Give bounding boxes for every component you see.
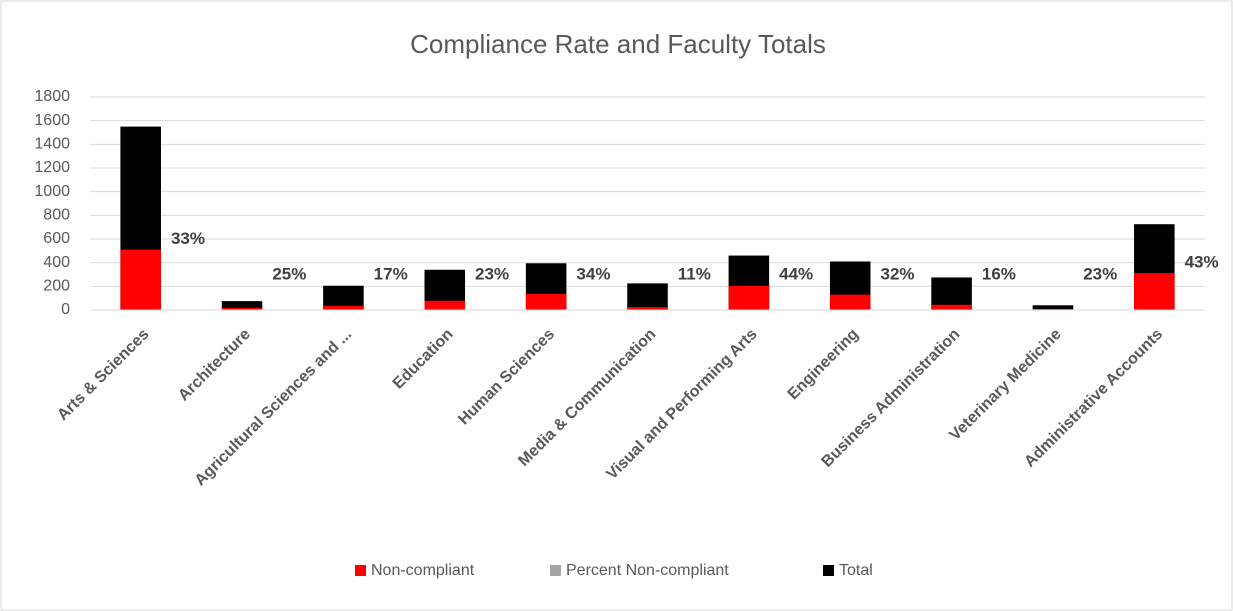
bar [627, 283, 668, 310]
y-tick-label: 400 [43, 254, 70, 271]
legend-swatch [550, 565, 561, 576]
data-label: 11% [678, 264, 711, 283]
data-label: 32% [881, 264, 915, 283]
y-tick-label: 1200 [34, 159, 70, 176]
y-tick-label: 1600 [34, 112, 70, 129]
data-label: 23% [475, 264, 509, 283]
y-tick-label: 600 [43, 230, 70, 247]
bar [323, 305, 364, 310]
data-label: 43% [1185, 253, 1219, 272]
data-label: 16% [982, 264, 1016, 283]
bar [525, 294, 567, 310]
data-label: 33% [171, 229, 205, 248]
legend-label: Percent Non-compliant [566, 562, 729, 579]
y-tick-label: 1800 [34, 88, 70, 105]
y-tick-label: 200 [43, 278, 70, 295]
y-tick-label: 0 [61, 301, 70, 318]
data-label: 17% [374, 264, 408, 283]
bar [728, 285, 770, 310]
y-tick-label: 1000 [34, 183, 70, 200]
data-label: 34% [576, 264, 610, 283]
legend-label: Non-compliant [371, 562, 475, 579]
data-label: 25% [272, 264, 306, 283]
bar [931, 277, 972, 310]
bar [829, 294, 871, 310]
y-tick-label: 1400 [34, 136, 70, 153]
y-tick-label: 800 [43, 207, 70, 224]
legend-swatch [823, 565, 834, 576]
data-label: 23% [1083, 264, 1117, 283]
bar [221, 307, 263, 310]
chart-title: Compliance Rate and Faculty Totals [410, 29, 826, 59]
bar [931, 304, 972, 310]
bar [1134, 273, 1175, 310]
bar [120, 249, 161, 310]
bar [1032, 305, 1074, 310]
bar [221, 301, 263, 310]
bar [1032, 308, 1074, 310]
bar [627, 307, 668, 310]
legend-swatch [355, 565, 366, 576]
data-label: 44% [779, 264, 813, 283]
bar [424, 300, 466, 310]
legend-label: Total [839, 562, 873, 579]
